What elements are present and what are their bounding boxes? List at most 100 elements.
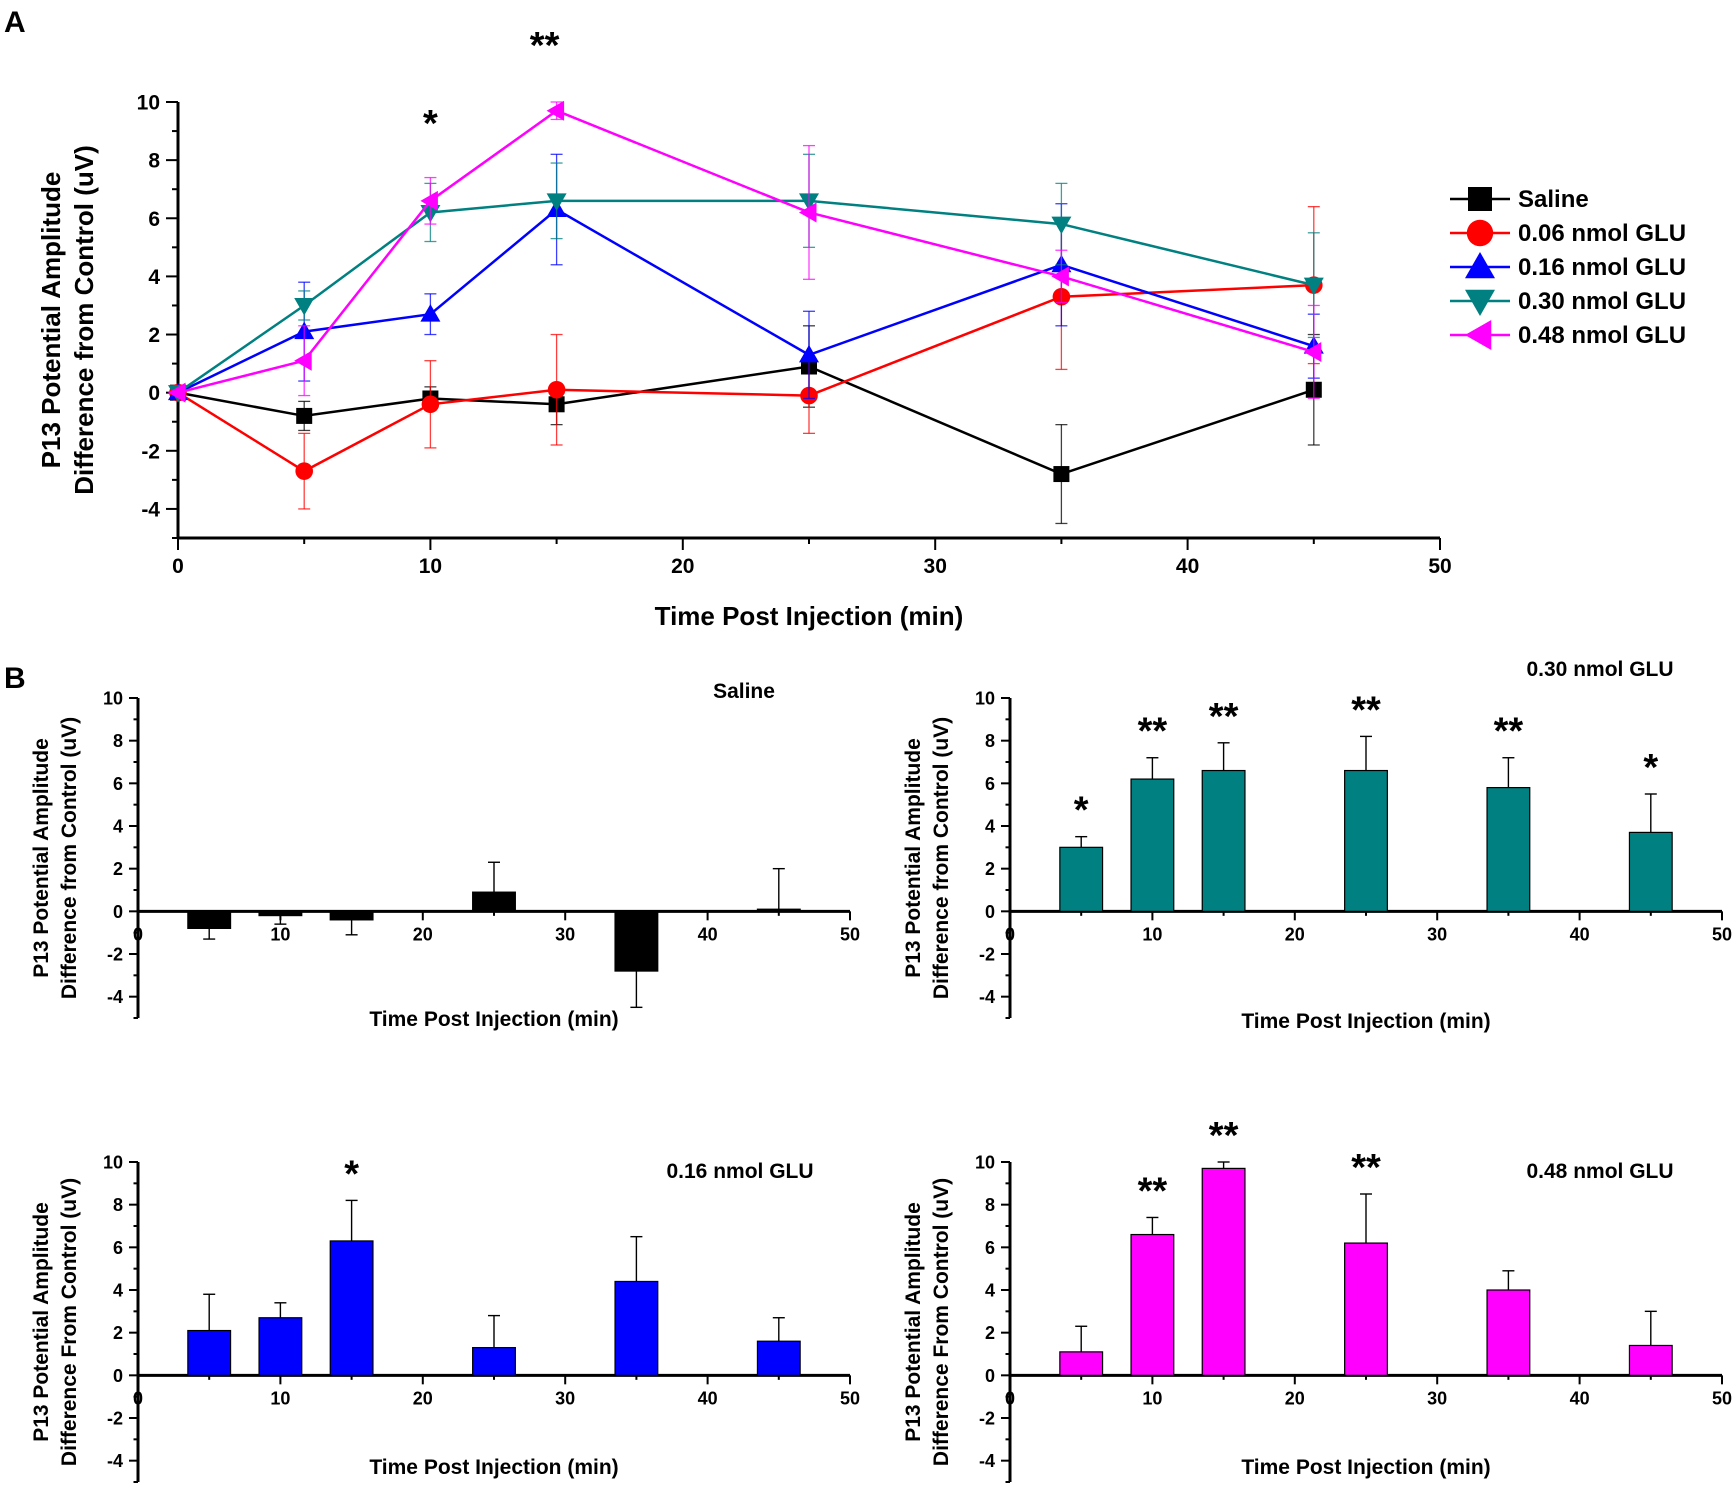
legend-marker bbox=[1465, 320, 1492, 350]
bar bbox=[1344, 1242, 1388, 1376]
y-tick-label: 4 bbox=[113, 1280, 123, 1300]
y-tick-label: 10 bbox=[103, 1152, 123, 1172]
data-point bbox=[420, 304, 441, 322]
bar-chart-048-glu: -4 -2 0 2 4 6 8 10 0 10 20 30 40 50 Time Post Injectio… bbox=[902, 1115, 1732, 1483]
y-tick-label: 8 bbox=[985, 731, 995, 751]
significance-marker: ** bbox=[1494, 711, 1524, 753]
series-line bbox=[177, 283, 1314, 473]
data-point bbox=[1051, 216, 1072, 235]
y-tick-label: -2 bbox=[107, 944, 123, 964]
y-tick-label: -4 bbox=[979, 987, 995, 1007]
bar bbox=[1130, 1233, 1175, 1376]
data-point bbox=[420, 190, 438, 211]
y-tick-label: 2 bbox=[148, 324, 160, 347]
x-axis-label: Time Post Injection (min) bbox=[1241, 1010, 1490, 1033]
y-tick-label: 6 bbox=[113, 1238, 123, 1258]
x-tick-label: 40 bbox=[698, 924, 718, 944]
data-point bbox=[294, 350, 312, 371]
series-line bbox=[177, 109, 1315, 394]
bar bbox=[329, 910, 374, 921]
data-point bbox=[296, 407, 313, 424]
significance-marker: ** bbox=[1138, 711, 1168, 753]
legend-label: Saline bbox=[1518, 186, 1589, 213]
significance-marker: ** bbox=[1209, 1115, 1239, 1157]
x-axis-label: Time Post Injection (min) bbox=[655, 601, 964, 631]
legend-marker bbox=[1465, 252, 1495, 279]
y-tick-label: 6 bbox=[985, 774, 995, 794]
y-tick-label: 6 bbox=[113, 774, 123, 794]
bar bbox=[1344, 769, 1388, 912]
bar bbox=[472, 891, 516, 912]
y-tick-label: 2 bbox=[113, 1323, 123, 1343]
significance-marker: * bbox=[423, 103, 438, 145]
data-point bbox=[546, 193, 567, 211]
y-tick-label: 4 bbox=[113, 816, 123, 836]
y-tick-label: -2 bbox=[979, 1408, 995, 1428]
data-point bbox=[295, 462, 314, 480]
x-tick-label: 40 bbox=[1176, 555, 1199, 578]
x-axis-label: Time Post Injection (min) bbox=[369, 1008, 618, 1031]
significance-marker: ** bbox=[1351, 689, 1381, 731]
y-tick-label: 8 bbox=[985, 1195, 995, 1215]
data-point bbox=[168, 382, 186, 403]
data-point bbox=[421, 395, 440, 414]
y-axis-label-line2: Difference from Control (uV) bbox=[58, 717, 81, 999]
y-axis-label-line1: P13 Potential Amplitude bbox=[30, 738, 53, 978]
x-tick-label: 40 bbox=[1570, 1388, 1590, 1408]
data-point bbox=[547, 380, 566, 399]
significance-marker: * bbox=[344, 1153, 359, 1195]
chart-title: Saline bbox=[713, 680, 775, 703]
x-tick-label: 10 bbox=[419, 555, 442, 578]
y-axis-label-line2: Difference from Control (uV) bbox=[69, 145, 99, 495]
y-tick-label: -4 bbox=[107, 987, 123, 1007]
bar bbox=[614, 910, 659, 972]
y-axis-label-line1: P13 Potential Amplitude bbox=[36, 172, 66, 469]
y-tick-label: 0 bbox=[113, 902, 123, 922]
legend-marker bbox=[1465, 289, 1495, 316]
y-tick-label: 6 bbox=[148, 208, 160, 231]
x-tick-label: 10 bbox=[270, 924, 290, 944]
x-tick-label: 20 bbox=[1285, 1388, 1305, 1408]
x-tick-label: 10 bbox=[270, 1388, 290, 1408]
bar bbox=[614, 1280, 659, 1376]
panel-label-b: B bbox=[4, 662, 26, 695]
x-tick-label: 20 bbox=[413, 924, 433, 944]
series-saline bbox=[170, 325, 1322, 525]
x-tick-label: 30 bbox=[555, 1388, 575, 1408]
legend-marker bbox=[1468, 187, 1492, 211]
x-tick-label: 40 bbox=[1570, 924, 1590, 944]
x-tick-label: 50 bbox=[1712, 924, 1732, 944]
bar bbox=[1628, 1344, 1673, 1376]
x-tick-label: 30 bbox=[924, 555, 947, 578]
data-point bbox=[1053, 466, 1070, 483]
bar bbox=[756, 1340, 801, 1376]
y-tick-label: -4 bbox=[141, 498, 160, 521]
x-tick-label: 20 bbox=[413, 1388, 433, 1408]
bar bbox=[258, 1317, 303, 1376]
y-axis-label-line2: Difference From Control (uV) bbox=[930, 1178, 953, 1466]
x-tick-label: 10 bbox=[1142, 924, 1162, 944]
panel-label-a: A bbox=[4, 6, 26, 39]
data-point bbox=[799, 344, 819, 363]
y-tick-label: 8 bbox=[113, 1195, 123, 1215]
chart-title: 0.30 nmol GLU bbox=[1526, 658, 1673, 681]
x-tick-label: 30 bbox=[1427, 924, 1447, 944]
y-axis-label-line1: P13 Potential Amplitude bbox=[902, 738, 925, 978]
y-tick-label: 4 bbox=[985, 816, 995, 836]
x-axis-label: Time Post Injection (min) bbox=[369, 1456, 618, 1479]
series-0-30-nmol-glu bbox=[168, 153, 1324, 403]
chart-title: 0.16 nmol GLU bbox=[666, 1160, 813, 1183]
data-point bbox=[294, 297, 315, 316]
x-axis-label: Time Post Injection (min) bbox=[1241, 1456, 1490, 1479]
bar-chart-saline: -4 -2 0 2 4 6 8 10 0 10 20 30 40 50 Time Post Injectio… bbox=[30, 680, 860, 1031]
y-tick-label: -2 bbox=[107, 1408, 123, 1428]
data-point bbox=[799, 202, 817, 223]
bar bbox=[329, 1240, 374, 1376]
x-tick-label: 20 bbox=[671, 555, 694, 578]
bar bbox=[472, 1346, 516, 1376]
bar bbox=[1059, 1351, 1104, 1376]
significance-marker: ** bbox=[1209, 696, 1239, 738]
y-tick-label: -2 bbox=[979, 944, 995, 964]
y-tick-label: -4 bbox=[979, 1451, 995, 1471]
